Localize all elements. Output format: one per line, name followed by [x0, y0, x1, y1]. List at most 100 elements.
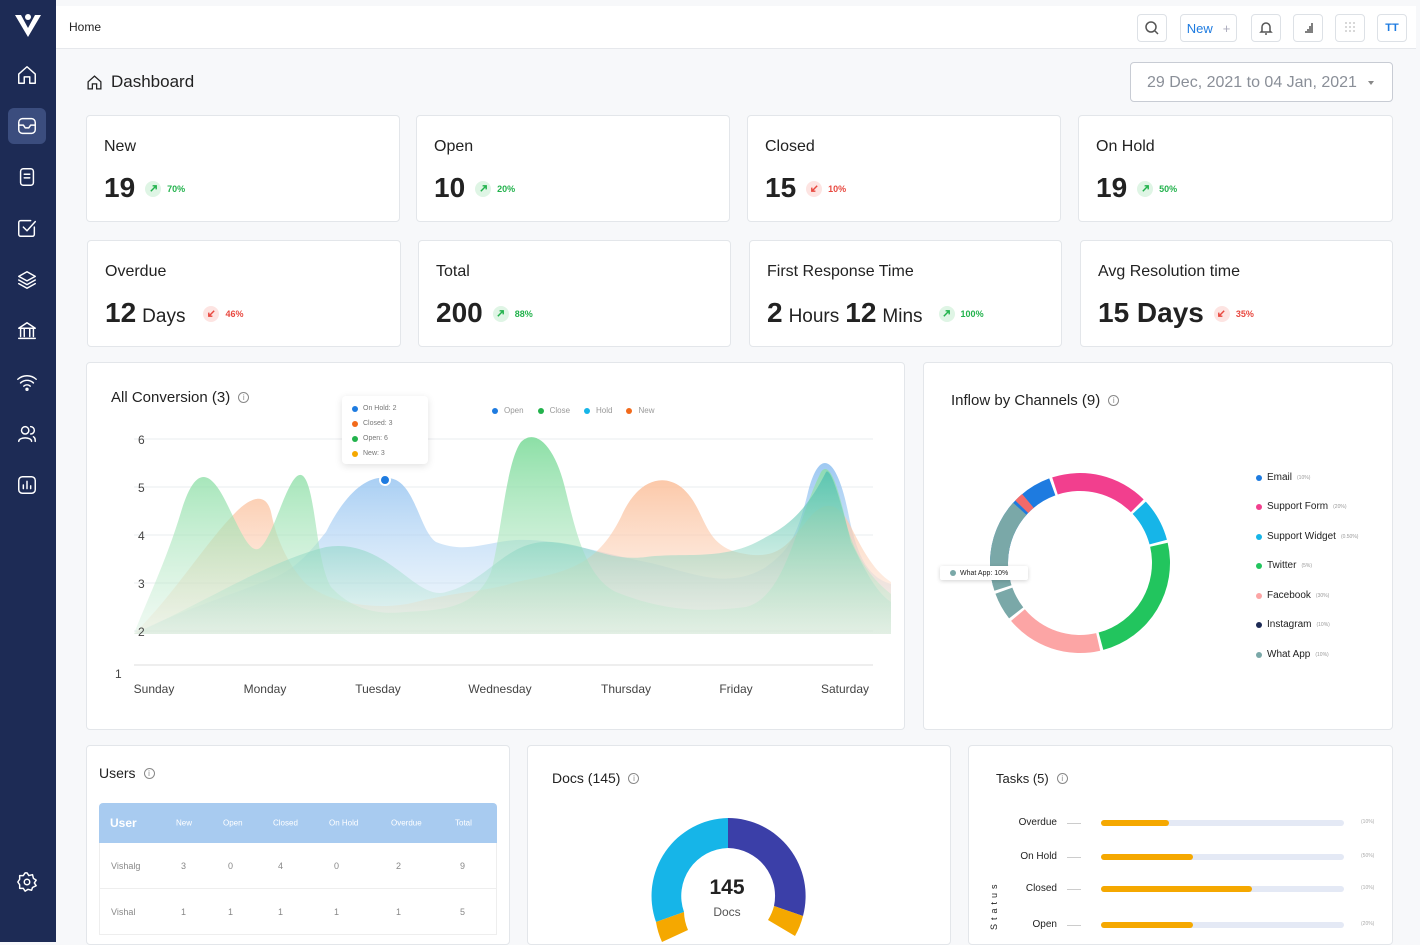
- channel-name: Email: [1267, 472, 1293, 483]
- document-icon: [19, 168, 35, 186]
- channel-segment[interactable]: [995, 587, 1024, 619]
- trend-badge: 88%: [492, 305, 533, 322]
- stat-card[interactable]: New 19 70%: [86, 115, 400, 222]
- date-range-select[interactable]: 29 Dec, 2021 to 04 Jan, 2021: [1130, 62, 1393, 102]
- stat-card[interactable]: On Hold 19 50%: [1078, 115, 1393, 222]
- column-header[interactable]: New: [176, 818, 193, 828]
- legend-item[interactable]: Hold: [584, 406, 612, 415]
- channel-legend-item[interactable]: Email (10%): [1256, 472, 1310, 483]
- stat-card[interactable]: Open 10 20%: [416, 115, 730, 222]
- channel-segment[interactable]: [1052, 473, 1144, 513]
- docs-count-label: Docs: [713, 905, 741, 919]
- x-tick-label: Thursday: [601, 682, 651, 696]
- stat-card[interactable]: Avg Resolution time 15 Days 35%: [1080, 240, 1393, 347]
- info-icon[interactable]: i: [1108, 395, 1120, 406]
- column-header[interactable]: Overdue: [391, 818, 422, 828]
- nav-inbox[interactable]: [8, 108, 46, 144]
- stat-card[interactable]: First Response Time 2 Hours 12 Mins 100%: [749, 240, 1062, 347]
- column-header[interactable]: Total: [455, 818, 472, 828]
- channel-dot: [1256, 562, 1262, 569]
- nav-docs[interactable]: [8, 159, 46, 195]
- task-row[interactable]: On Hold (50%): [997, 851, 1387, 865]
- channel-segment[interactable]: [1132, 501, 1167, 545]
- legend-dot: [584, 407, 591, 414]
- stat-value: 19: [104, 172, 136, 203]
- task-row[interactable]: Closed (10%): [997, 883, 1387, 897]
- apps-button[interactable]: [1335, 14, 1365, 42]
- info-icon[interactable]: i: [1056, 773, 1068, 784]
- table-row[interactable]: Vishalg 3 0 4 0 2 9: [99, 843, 497, 889]
- x-tick-label: Saturday: [821, 682, 869, 696]
- y-tick-label: 6: [138, 433, 145, 447]
- task-percent: (20%): [1361, 921, 1375, 927]
- nav-users[interactable]: [8, 416, 46, 452]
- user-avatar[interactable]: TT: [1377, 14, 1407, 42]
- stat-label: New: [104, 138, 137, 155]
- task-row[interactable]: Open (20%): [997, 919, 1387, 933]
- channel-percent: (20%): [1333, 503, 1347, 510]
- legend-dot: [492, 407, 498, 414]
- data-point-tuesday[interactable]: [379, 474, 391, 486]
- logo-icon[interactable]: [13, 10, 43, 40]
- new-button[interactable]: New +: [1180, 14, 1237, 42]
- trend-badge: 70%: [145, 180, 185, 197]
- legend-item[interactable]: Open: [492, 406, 524, 415]
- notifications-button[interactable]: [1251, 14, 1281, 42]
- home-icon: [18, 66, 36, 84]
- column-header[interactable]: Open: [223, 818, 243, 828]
- channel-segment[interactable]: [1015, 494, 1034, 513]
- conversion-chart: 6 5 4 3 2 1 Sunday Monday Tuesday Wednesday Thurs…: [115, 433, 891, 696]
- nav-tasks[interactable]: [8, 210, 46, 246]
- task-row[interactable]: Overdue (10%): [997, 817, 1387, 831]
- tooltip-text: Open: 6: [363, 435, 388, 442]
- signal-icon: [1305, 23, 1313, 33]
- nav-wifi[interactable]: [8, 364, 46, 400]
- nav-bank[interactable]: [8, 313, 46, 349]
- nav-settings[interactable]: [8, 864, 46, 900]
- table-cell: 0: [228, 860, 234, 871]
- channel-legend-item[interactable]: What App (10%): [1256, 649, 1329, 660]
- channel-legend-item[interactable]: Facebook (30%): [1256, 590, 1329, 601]
- legend-item[interactable]: New: [626, 406, 655, 415]
- task-tick: [1067, 925, 1081, 926]
- task-tick: [1067, 857, 1081, 858]
- stat-label: Closed: [765, 138, 815, 155]
- column-header[interactable]: Closed: [273, 818, 298, 828]
- channel-legend-item[interactable]: Instagram (10%): [1256, 619, 1330, 630]
- new-button-label: New: [1186, 20, 1213, 36]
- arrow-down-left-icon: [806, 180, 823, 197]
- channel-legend-item[interactable]: Support Widget (0.50%): [1256, 531, 1358, 542]
- stat-card[interactable]: Total 200 88%: [418, 240, 731, 347]
- table-cell: 1: [396, 906, 402, 917]
- stat-label: On Hold: [1096, 138, 1155, 155]
- channel-percent: (10%): [1297, 474, 1311, 481]
- column-header[interactable]: User: [110, 816, 137, 830]
- nav-home[interactable]: [8, 57, 46, 93]
- chart-icon: [18, 476, 36, 494]
- trend-percent: 100%: [960, 308, 984, 319]
- info-icon[interactable]: i: [238, 392, 250, 403]
- search-button[interactable]: [1137, 14, 1167, 42]
- signal-button[interactable]: [1293, 14, 1323, 42]
- trend-badge: 46%: [203, 305, 243, 322]
- stat-card[interactable]: Overdue 12 Days 46%: [87, 240, 401, 347]
- breadcrumb[interactable]: Home: [69, 20, 102, 34]
- tooltip-dot: [352, 420, 358, 427]
- stat-card[interactable]: Closed 15 10%: [747, 115, 1061, 222]
- info-icon[interactable]: i: [143, 767, 155, 779]
- trend-percent: 20%: [497, 183, 516, 194]
- channel-segment[interactable]: [1011, 609, 1101, 653]
- arrow-up-right-icon: [145, 180, 162, 197]
- y-tick-label: 3: [138, 577, 145, 591]
- channel-legend-item[interactable]: Twitter (5%): [1256, 560, 1312, 571]
- channel-name: Instagram: [1267, 619, 1312, 630]
- channel-legend-item[interactable]: Support Form (20%): [1256, 501, 1346, 512]
- nav-reports[interactable]: [8, 467, 46, 503]
- column-header[interactable]: On Hold: [329, 818, 359, 828]
- info-icon[interactable]: i: [628, 772, 640, 784]
- nav-layers[interactable]: [8, 262, 46, 298]
- channel-segment[interactable]: [1098, 542, 1170, 650]
- table-row[interactable]: Vishal 1 1 1 1 1 5: [99, 889, 497, 935]
- page-title-text: Dashboard: [111, 72, 195, 91]
- legend-item[interactable]: Close: [537, 406, 570, 415]
